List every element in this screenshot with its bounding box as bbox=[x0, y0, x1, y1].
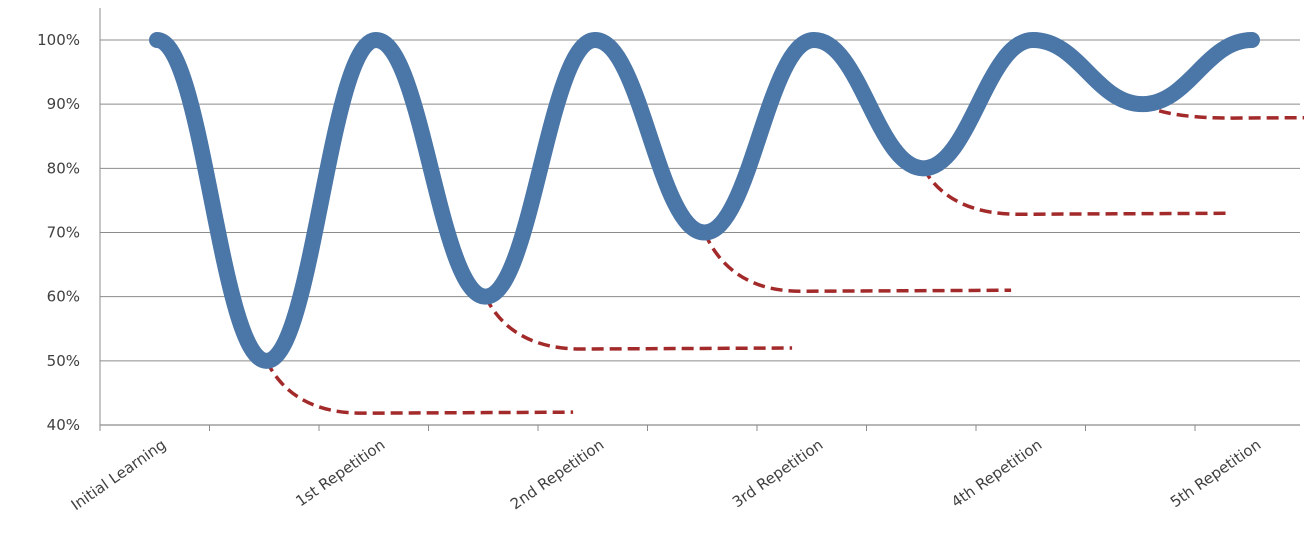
forgetting-curve bbox=[921, 167, 1231, 217]
y-tick-label: 40% bbox=[47, 416, 80, 434]
y-tick-label: 90% bbox=[47, 95, 80, 113]
x-axis-labels: Initial Learning 1st Repetition 2nd Repeti… bbox=[68, 436, 1265, 515]
x-category-label: Initial Learning bbox=[68, 436, 170, 515]
forgetting-curve bbox=[702, 231, 1012, 294]
y-tick-label: 60% bbox=[47, 288, 80, 306]
x-category-label: 5th Repetition bbox=[1167, 436, 1264, 512]
y-tick-label: 70% bbox=[47, 224, 80, 242]
axes bbox=[99, 8, 1300, 431]
y-axis-labels: 40% 50% 60% 70% 80% 90% 100% bbox=[37, 31, 80, 434]
y-tick-label: 80% bbox=[47, 159, 80, 177]
retention-line bbox=[149, 32, 1260, 369]
gridlines bbox=[100, 39, 1300, 362]
y-tick-label: 100% bbox=[37, 31, 80, 49]
forgetting-curve bbox=[483, 295, 793, 351]
forgetting-curve bbox=[264, 360, 574, 415]
y-tick-label: 50% bbox=[47, 352, 80, 370]
x-category-label: 1st Repetition bbox=[292, 436, 388, 511]
x-category-label: 2nd Repetition bbox=[507, 436, 607, 514]
x-category-label: 4th Repetition bbox=[948, 436, 1045, 512]
retention-series bbox=[149, 32, 1260, 369]
x-category-label: 3rd Repetition bbox=[729, 436, 826, 512]
